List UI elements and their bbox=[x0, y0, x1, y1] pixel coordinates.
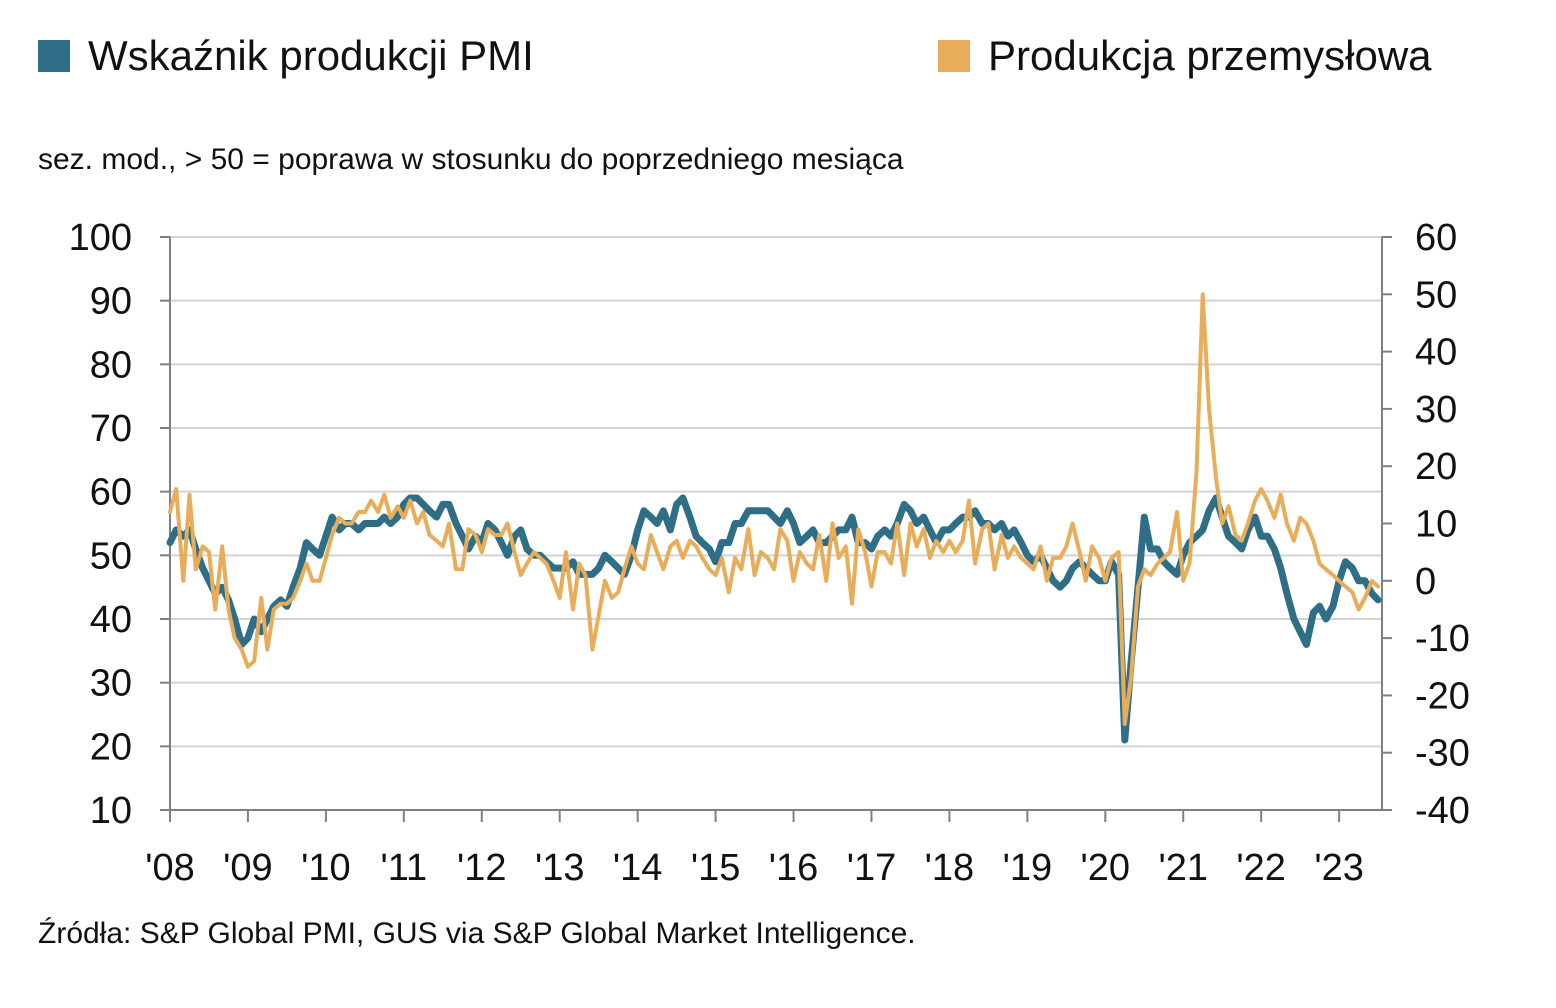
x-tick-label: '22 bbox=[1236, 847, 1286, 889]
y-left-tick-label: 90 bbox=[90, 281, 132, 323]
y-right-tick-label: -40 bbox=[1415, 790, 1470, 832]
y-right-tick-label: 10 bbox=[1415, 504, 1457, 546]
y-right-tick-label: 50 bbox=[1415, 274, 1457, 316]
x-tick-label: '09 bbox=[223, 847, 273, 889]
x-tick-label: '18 bbox=[925, 847, 975, 889]
legend-item-industrial-production: Produkcja przemysłowa bbox=[938, 30, 1432, 82]
y-left-tick-label: 70 bbox=[90, 408, 132, 450]
y-left-tick-label: 10 bbox=[90, 790, 132, 832]
y-left-tick-label: 40 bbox=[90, 599, 132, 641]
y-right-tick-label: 60 bbox=[1415, 217, 1457, 259]
x-tick-label: '16 bbox=[769, 847, 819, 889]
series-line-pmi bbox=[166, 494, 1382, 744]
y-right-tick-label: 40 bbox=[1415, 332, 1457, 374]
x-tick-label: '23 bbox=[1314, 847, 1364, 889]
x-tick-label: '14 bbox=[613, 847, 663, 889]
y-right-tick-label: -10 bbox=[1415, 618, 1470, 660]
legend-swatch-pmi bbox=[38, 40, 70, 72]
y-right-tick-label: -30 bbox=[1415, 733, 1470, 775]
y-right-tick-label: 20 bbox=[1415, 446, 1457, 488]
x-tick-label: '19 bbox=[1003, 847, 1053, 889]
y-right-tick-label: 0 bbox=[1415, 561, 1436, 603]
x-tick-label: '10 bbox=[301, 847, 351, 889]
legend-label-industrial-production: Produkcja przemysłowa bbox=[988, 32, 1432, 79]
y-left-tick-label: 50 bbox=[90, 535, 132, 577]
y-left-tick-label: 80 bbox=[90, 344, 132, 386]
source-note: Źródła: S&P Global PMI, GUS via S&P Glob… bbox=[38, 917, 916, 950]
legend-swatch-industrial-production bbox=[938, 40, 970, 72]
y-left-tick-label: 60 bbox=[90, 472, 132, 514]
x-tick-label: '15 bbox=[691, 847, 741, 889]
y-right-tick-label: 30 bbox=[1415, 389, 1457, 431]
y-left-tick-label: 30 bbox=[90, 663, 132, 705]
y-left-tick-label: 20 bbox=[90, 726, 132, 768]
series-line-industrial-production bbox=[168, 292, 1381, 726]
x-tick-label: '11 bbox=[380, 847, 427, 889]
y-right-tick-label: -20 bbox=[1415, 675, 1470, 717]
y-left-tick-label: 100 bbox=[69, 217, 132, 259]
legend-item-pmi: Wskaźnik produkcji PMI bbox=[38, 30, 534, 82]
x-tick-label: '20 bbox=[1081, 847, 1131, 889]
x-tick-label: '12 bbox=[457, 847, 507, 889]
x-tick-label: '08 bbox=[145, 847, 195, 889]
x-tick-label: '21 bbox=[1158, 847, 1208, 889]
legend-label-pmi: Wskaźnik produkcji PMI bbox=[88, 32, 534, 79]
chart-subtitle: sez. mod., > 50 = poprawa w stosunku do … bbox=[38, 143, 904, 176]
x-tick-label: '13 bbox=[535, 847, 585, 889]
x-tick-label: '17 bbox=[847, 847, 897, 889]
